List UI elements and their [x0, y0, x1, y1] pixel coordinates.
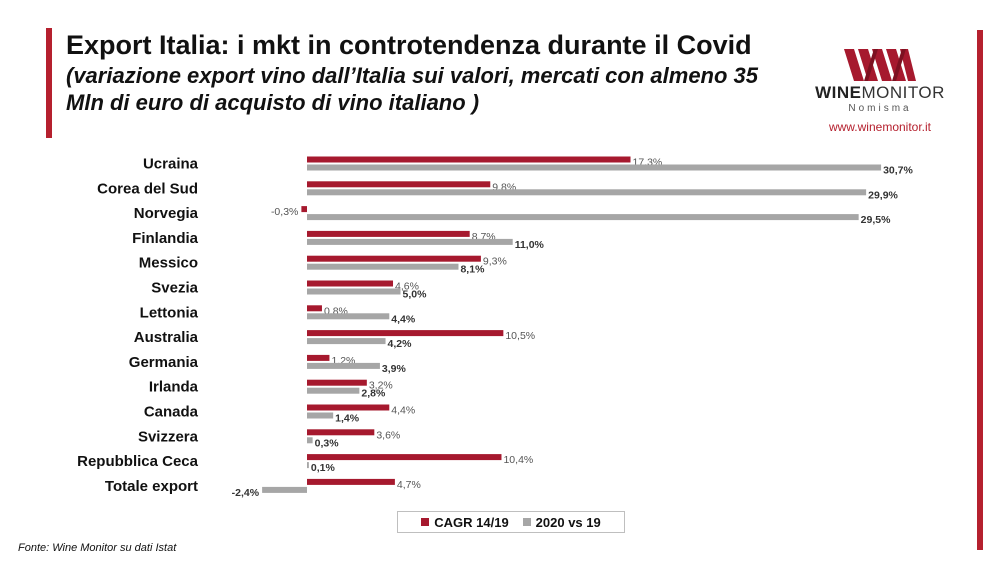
bar-cagr-australia	[307, 330, 504, 337]
bar-cagr-germania	[307, 354, 330, 361]
bar-cagr-svezia	[307, 280, 394, 287]
page-subtitle: (variazione export vino dall’Italia sui …	[66, 63, 759, 115]
data-label-2020-norvegia: 29,5%	[861, 214, 891, 226]
bar-2020-messico	[307, 263, 459, 270]
legend-swatch-cagr	[421, 518, 430, 526]
data-label-2020-germania: 3,9%	[382, 363, 407, 375]
chart-legend: CAGR 14/19 2020 vs 19	[397, 511, 625, 533]
bar-2020-canada	[307, 412, 334, 419]
data-label-cagr-svizzera: 3,6%	[376, 429, 400, 441]
bar-cagr-canada	[307, 404, 390, 411]
category-label-australia: Australia	[134, 329, 199, 346]
data-label-cagr-repubblica-ceca: 10,4%	[503, 454, 533, 466]
data-label-2020-irlanda: 2,8%	[361, 388, 386, 400]
data-label-2020-totale-export: -2,4%	[232, 487, 260, 499]
bar-2020-totale-export	[262, 486, 307, 493]
logo-name: WINEMONITOR	[815, 83, 945, 102]
bar-cagr-messico	[307, 255, 481, 262]
category-label-lettonia: Lettonia	[140, 304, 199, 321]
data-label-2020-corea-del-sud: 29,9%	[868, 189, 898, 201]
bar-2020-lettonia	[307, 313, 390, 320]
bar-2020-ucraina	[307, 164, 882, 171]
bar-cagr-norvegia	[301, 206, 307, 213]
legend-item-2020: 2020 vs 19	[522, 514, 601, 530]
category-label-corea-del-sud: Corea del Sud	[97, 180, 198, 197]
source-note: Fonte: Wine Monitor su dati Istat	[18, 542, 177, 554]
bar-cagr-finlandia	[307, 230, 470, 237]
bar-2020-repubblica-ceca	[307, 462, 309, 469]
data-label-2020-finlandia: 11,0%	[515, 239, 545, 251]
data-label-cagr-canada: 4,4%	[391, 405, 415, 417]
data-label-cagr-australia: 10,5%	[505, 330, 535, 342]
category-label-repubblica-ceca: Repubblica Ceca	[77, 453, 199, 470]
category-label-irlanda: Irlanda	[149, 379, 199, 396]
bar-cagr-lettonia	[307, 305, 322, 312]
legend-label-cagr: CAGR 14/19	[434, 514, 509, 530]
data-label-cagr-totale-export: 4,7%	[397, 479, 421, 491]
category-label-svezia: Svezia	[151, 280, 198, 297]
bar-cagr-repubblica-ceca	[307, 454, 502, 461]
wine-monitor-logo: WINEMONITOR Nomisma www.winemonitor.it	[808, 45, 952, 140]
accent-bar-left	[46, 28, 52, 138]
category-label-totale-export: Totale export	[105, 478, 198, 495]
bar-2020-irlanda	[307, 387, 360, 394]
data-label-cagr-irlanda: 3,2%	[369, 380, 393, 392]
bar-cagr-ucraina	[307, 156, 631, 163]
data-label-2020-repubblica-ceca: 0,1%	[311, 462, 336, 474]
data-label-2020-australia: 4,2%	[388, 338, 413, 350]
logo-url: www.winemonitor.it	[828, 120, 932, 134]
data-label-cagr-svezia: 4,6%	[395, 281, 419, 293]
category-label-norvegia: Norvegia	[134, 205, 199, 222]
category-label-svizzera: Svizzera	[138, 428, 199, 445]
bar-2020-corea-del-sud	[307, 189, 867, 196]
bar-2020-svizzera	[307, 437, 313, 444]
bar-2020-finlandia	[307, 238, 513, 245]
accent-bar-right	[977, 30, 983, 550]
category-label-ucraina: Ucraina	[143, 156, 199, 173]
bar-cagr-irlanda	[307, 379, 367, 386]
bar-cagr-svizzera	[307, 429, 375, 436]
bar-2020-svezia	[307, 288, 401, 295]
bar-cagr-totale-export	[307, 478, 395, 485]
page-title: Export Italia: i mkt in controtendenza d…	[66, 30, 752, 60]
logo-mark-icon	[844, 49, 916, 81]
data-label-cagr-norvegia: -0,3%	[271, 206, 298, 218]
data-label-cagr-messico: 9,3%	[483, 256, 507, 268]
data-label-2020-lettonia: 4,4%	[391, 313, 416, 325]
category-label-messico: Messico	[139, 255, 198, 272]
bar-cagr-corea-del-sud	[307, 181, 491, 188]
logo-sub: Nomisma	[848, 103, 912, 114]
data-label-2020-svizzera: 0,3%	[315, 437, 340, 449]
bar-2020-australia	[307, 338, 386, 345]
category-label-canada: Canada	[144, 404, 199, 421]
legend-swatch-2020	[522, 518, 531, 526]
data-label-2020-ucraina: 30,7%	[883, 165, 913, 177]
legend-item-cagr: CAGR 14/19	[421, 514, 509, 530]
bar-2020-norvegia	[307, 214, 859, 221]
bar-2020-germania	[307, 362, 380, 369]
data-label-2020-svezia: 5,0%	[403, 289, 428, 301]
data-label-2020-canada: 1,4%	[335, 413, 360, 425]
legend-label-2020: 2020 vs 19	[535, 514, 601, 530]
category-label-finlandia: Finlandia	[132, 230, 198, 247]
data-label-2020-messico: 8,1%	[460, 264, 485, 276]
category-label-germania: Germania	[129, 354, 199, 371]
